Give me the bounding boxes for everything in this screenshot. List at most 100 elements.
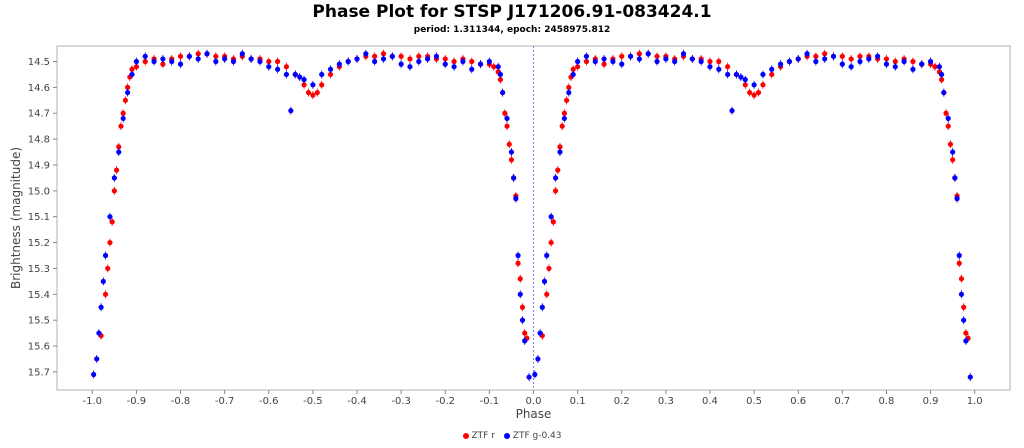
data-point: [619, 53, 625, 59]
chart-subtitle: period: 1.311344, epoch: 2458975.812: [413, 25, 611, 35]
data-point: [961, 304, 967, 310]
data-point: [275, 66, 281, 72]
legend-label-r: ZTF r: [471, 431, 495, 441]
data-point: [266, 64, 272, 70]
data-point: [327, 66, 334, 72]
data-point: [327, 71, 334, 78]
data-point: [305, 89, 312, 96]
data-point: [116, 149, 122, 155]
data-point: [288, 108, 294, 114]
data-point: [645, 51, 651, 57]
series-ztf-r: [98, 49, 971, 343]
data-point: [319, 71, 325, 78]
data-point: [416, 53, 422, 59]
data-point: [963, 330, 969, 336]
data-point: [398, 53, 404, 59]
data-point: [517, 291, 523, 297]
data-point: [283, 64, 290, 70]
data-point: [129, 66, 135, 72]
data-point: [707, 58, 713, 65]
data-point: [142, 53, 148, 59]
series-ztf-g: [91, 49, 973, 382]
data-point: [619, 61, 625, 67]
data-point: [515, 260, 521, 266]
data-point: [936, 64, 943, 70]
data-point: [102, 252, 109, 259]
data-point: [561, 115, 567, 122]
data-point: [910, 58, 916, 65]
data-point: [451, 64, 457, 70]
data-point: [963, 338, 969, 344]
data-point: [477, 61, 484, 67]
data-point: [469, 58, 475, 65]
data-point: [500, 89, 506, 96]
data-point: [160, 56, 166, 62]
data-point: [491, 64, 497, 70]
data-point: [177, 61, 184, 67]
data-point: [336, 61, 342, 67]
data-point: [118, 123, 124, 129]
data-point: [804, 51, 810, 57]
data-point: [943, 110, 949, 116]
data-point: [177, 53, 184, 59]
data-point: [733, 71, 740, 78]
data-point: [186, 53, 192, 59]
data-point: [102, 291, 109, 297]
data-point: [508, 157, 515, 163]
data-point: [592, 58, 598, 65]
data-point: [822, 51, 828, 57]
data-point: [283, 71, 290, 78]
x-tick-label: 0.3: [658, 396, 674, 407]
data-point: [751, 82, 757, 88]
data-point: [519, 304, 526, 310]
data-point: [133, 58, 140, 65]
data-point: [105, 265, 111, 272]
data-point: [751, 92, 757, 98]
data-point: [707, 64, 713, 70]
data-point: [222, 56, 228, 62]
x-tick-label: -0.9: [127, 396, 147, 407]
data-point: [848, 64, 854, 70]
data-point: [663, 56, 669, 62]
data-point: [716, 58, 722, 65]
data-point: [257, 58, 263, 65]
data-point: [151, 58, 157, 65]
data-point: [442, 56, 448, 62]
data-point: [813, 58, 819, 65]
data-point: [548, 239, 554, 246]
data-point: [958, 291, 965, 297]
data-point: [363, 51, 369, 57]
x-axis-title: Phase: [516, 407, 552, 421]
y-tick-label: 15.4: [28, 290, 50, 301]
legend: ZTF r ZTF g-0.43: [0, 431, 1024, 441]
data-point: [239, 51, 245, 57]
legend-item-g[interactable]: ZTF g-0.43: [503, 431, 561, 441]
data-point: [275, 58, 281, 65]
data-point: [866, 56, 872, 62]
data-point: [786, 58, 792, 65]
data-point: [310, 92, 316, 98]
data-point: [552, 188, 559, 194]
data-point: [561, 110, 567, 116]
data-point: [113, 167, 120, 173]
data-point: [601, 61, 607, 67]
x-tick-label: -0.4: [347, 396, 367, 407]
data-point: [857, 53, 863, 59]
legend-item-r[interactable]: ZTF r: [462, 431, 495, 441]
data-point: [769, 66, 775, 72]
data-point: [601, 56, 607, 62]
data-point: [519, 317, 526, 323]
data-point: [96, 330, 102, 336]
data-point: [742, 77, 748, 83]
y-tick-label: 14.6: [28, 83, 50, 94]
data-point: [111, 175, 117, 181]
x-tick-label: -0.5: [303, 396, 323, 407]
data-point: [550, 219, 556, 225]
data-point: [120, 110, 126, 116]
data-point: [133, 64, 140, 70]
data-point: [742, 82, 748, 88]
data-point: [380, 51, 387, 57]
data-point: [508, 149, 515, 155]
data-point: [680, 51, 687, 57]
